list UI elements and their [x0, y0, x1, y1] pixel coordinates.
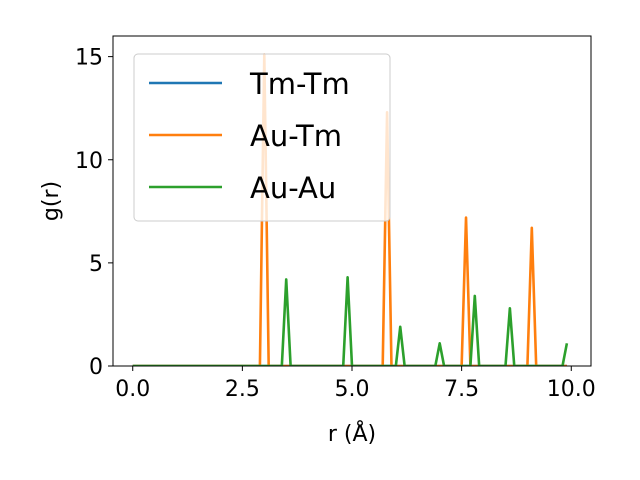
y-tick-label: 5	[89, 252, 103, 277]
x-tick-label: 5.0	[335, 377, 370, 402]
x-axis-label: r (Å)	[328, 420, 376, 447]
x-tick-label: 10.0	[547, 377, 596, 402]
y-tick-label: 15	[75, 46, 103, 71]
x-tick-label: 0.0	[115, 377, 150, 402]
y-tick-label: 0	[89, 355, 103, 380]
series-line-au-au	[132, 276, 569, 366]
x-tick-label: 2.5	[225, 377, 260, 402]
x-tick-label: 7.5	[444, 377, 479, 402]
legend: Tm-Tm Au-Tm Au-Au	[133, 53, 391, 222]
legend-label-au-au: Au-Au	[250, 171, 336, 205]
x-axis: 0.0 2.5 5.0 7.5 10.0	[115, 366, 596, 402]
y-axis-label: g(r)	[39, 181, 64, 221]
legend-label-tm-tm: Tm-Tm	[249, 67, 350, 101]
y-axis: 0 5 10 15	[75, 46, 113, 380]
legend-label-au-tm: Au-Tm	[250, 119, 342, 153]
legend-box	[133, 53, 391, 222]
y-tick-label: 10	[75, 149, 103, 174]
